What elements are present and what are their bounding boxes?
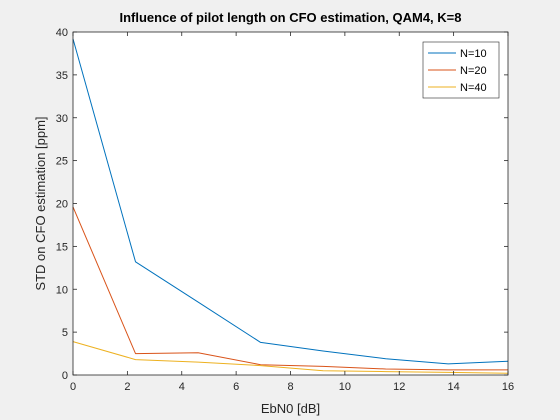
x-tick-label: 16	[502, 381, 514, 393]
y-tick-label: 25	[56, 156, 68, 168]
series-line-n-10	[72, 38, 509, 365]
x-tick-label: 8	[287, 381, 293, 393]
series-line-n-40	[72, 341, 509, 374]
x-tick-label: 6	[233, 381, 239, 393]
series-layer	[72, 38, 509, 374]
legend: N=10 N=20 N=40	[422, 41, 500, 99]
x-axis: 0 2 4 6 8 10 12 14 16	[70, 32, 514, 393]
y-tick-label: 30	[56, 113, 68, 125]
x-tick-label: 10	[339, 381, 351, 393]
y-tick-label: 5	[62, 327, 68, 339]
series-line-n-20	[72, 206, 508, 371]
x-tick-label: 0	[70, 381, 76, 393]
y-tick-label: 10	[56, 284, 68, 296]
y-tick-label: 0	[62, 370, 68, 382]
y-tick-label: 40	[56, 27, 68, 39]
y-axis-label: STD on CFO estimation [ppm]	[33, 116, 48, 290]
y-tick-label: 35	[56, 70, 68, 82]
chart-title: Influence of pilot length on CFO estimat…	[120, 10, 462, 25]
x-tick-label: 2	[124, 381, 130, 393]
y-tick-label: 20	[56, 199, 68, 211]
x-axis-label: EbN0 [dB]	[261, 401, 320, 416]
legend-label: N=20	[460, 65, 487, 77]
x-tick-label: 4	[179, 381, 185, 393]
y-axis: 0 5 10 15 20 25 30 35 40	[56, 27, 508, 382]
legend-label: N=40	[460, 82, 487, 94]
x-tick-label: 12	[393, 381, 405, 393]
x-tick-label: 14	[448, 381, 460, 393]
y-tick-label: 15	[56, 241, 68, 253]
legend-label: N=10	[460, 48, 487, 60]
